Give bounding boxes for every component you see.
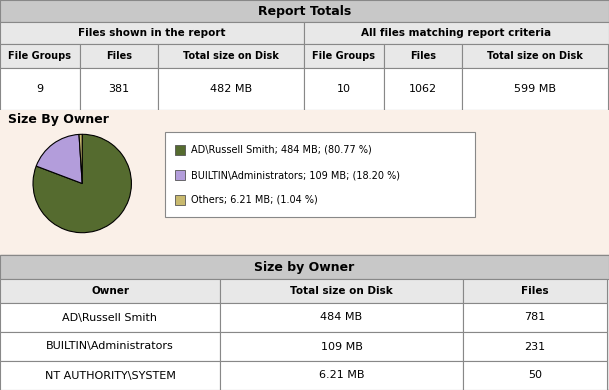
Bar	[220, 361, 463, 390]
Bar	[304, 44, 384, 68]
Text: BUILTIN\Administrators: BUILTIN\Administrators	[46, 342, 174, 351]
Bar	[463, 303, 607, 332]
Text: 6.21 MB: 6.21 MB	[319, 370, 364, 381]
Bar	[0, 255, 609, 279]
Bar	[304, 68, 384, 110]
Bar	[0, 303, 220, 332]
Text: Size By Owner: Size By Owner	[8, 113, 109, 126]
Bar	[384, 68, 462, 110]
Text: NT AUTHORITY\SYSTEM: NT AUTHORITY\SYSTEM	[44, 370, 175, 381]
Wedge shape	[36, 135, 82, 184]
Bar	[0, 361, 220, 390]
Bar	[304, 22, 609, 44]
Bar	[384, 44, 462, 68]
Bar	[463, 361, 607, 390]
Text: 10: 10	[337, 84, 351, 94]
Bar	[175, 170, 185, 180]
Text: 381: 381	[108, 84, 130, 94]
Bar	[462, 44, 608, 68]
Text: AD\Russell Smith; 484 MB; (80.77 %): AD\Russell Smith; 484 MB; (80.77 %)	[191, 145, 371, 155]
Bar	[165, 132, 475, 217]
Text: Files: Files	[521, 286, 549, 296]
Bar	[462, 68, 608, 110]
Bar	[158, 68, 304, 110]
Text: Files shown in the report: Files shown in the report	[78, 28, 226, 38]
Text: Report Totals: Report Totals	[258, 5, 351, 18]
Bar	[158, 44, 304, 68]
Bar	[0, 44, 80, 68]
Text: 484 MB: 484 MB	[320, 312, 362, 323]
Text: 231: 231	[524, 342, 546, 351]
Text: All files matching report criteria: All files matching report criteria	[361, 28, 552, 38]
Text: Total size on Disk: Total size on Disk	[290, 286, 393, 296]
Wedge shape	[33, 134, 132, 233]
Text: Total size on Disk: Total size on Disk	[183, 51, 279, 61]
Text: 50: 50	[528, 370, 542, 381]
Wedge shape	[79, 134, 82, 184]
Bar	[220, 303, 463, 332]
Bar	[220, 279, 463, 303]
Text: Files: Files	[410, 51, 436, 61]
Bar	[175, 195, 185, 205]
Text: Files: Files	[106, 51, 132, 61]
Text: File Groups: File Groups	[312, 51, 376, 61]
Bar	[80, 44, 158, 68]
Text: Size by Owner: Size by Owner	[255, 261, 354, 273]
Bar	[175, 145, 185, 155]
Bar	[80, 68, 158, 110]
Bar	[0, 255, 609, 390]
Text: Owner: Owner	[91, 286, 129, 296]
Text: Total size on Disk: Total size on Disk	[487, 51, 583, 61]
Text: 109 MB: 109 MB	[320, 342, 362, 351]
Bar	[0, 279, 220, 303]
Bar	[0, 22, 304, 44]
Bar	[0, 110, 609, 255]
Text: 599 MB: 599 MB	[514, 84, 556, 94]
Bar	[220, 332, 463, 361]
Bar	[0, 332, 220, 361]
Bar	[0, 0, 609, 110]
Bar	[0, 68, 80, 110]
Text: AD\Russell Smith: AD\Russell Smith	[63, 312, 158, 323]
Text: 781: 781	[524, 312, 546, 323]
Text: Others; 6.21 MB; (1.04 %): Others; 6.21 MB; (1.04 %)	[191, 195, 318, 205]
Text: 1062: 1062	[409, 84, 437, 94]
Bar	[463, 279, 607, 303]
Text: 482 MB: 482 MB	[210, 84, 252, 94]
Text: 9: 9	[37, 84, 44, 94]
Bar	[463, 332, 607, 361]
Text: File Groups: File Groups	[9, 51, 71, 61]
Bar	[0, 0, 609, 22]
Text: BUILTIN\Administrators; 109 MB; (18.20 %): BUILTIN\Administrators; 109 MB; (18.20 %…	[191, 170, 400, 180]
